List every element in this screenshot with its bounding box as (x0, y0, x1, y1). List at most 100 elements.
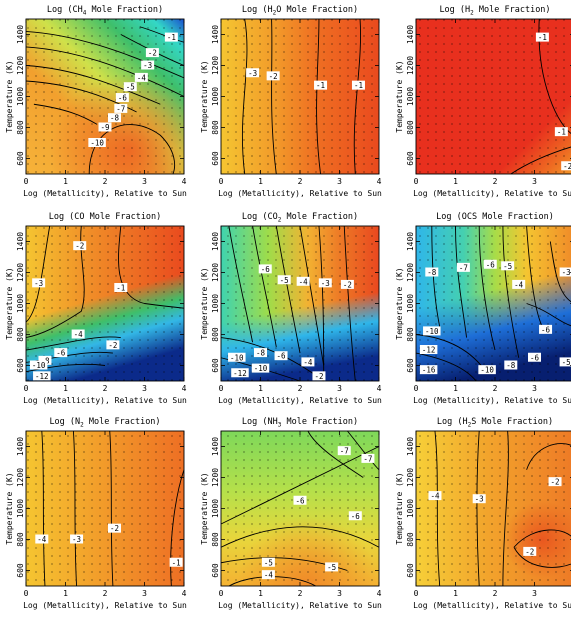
y-axis-label: Temperature (K) (395, 60, 404, 132)
panel-1: Log (CH4 Mole Fraction)-1-2-3-4-5-6-7-8-… (5, 5, 187, 198)
y-tick-label: 1200 (406, 263, 415, 282)
contour-line (242, 19, 247, 174)
contour-label: -8 (107, 113, 121, 123)
contour-label: -6 (115, 93, 129, 103)
contour-line (34, 104, 97, 124)
svg-text:-6: -6 (261, 265, 271, 274)
x-tick-label: 2 (103, 177, 108, 186)
y-tick-label: 1000 (16, 499, 25, 518)
contour-line (347, 431, 379, 470)
contour-label: -8 (504, 360, 518, 370)
contour-label: -4 (134, 72, 148, 82)
contour-line (456, 226, 467, 338)
contour-line (527, 304, 571, 327)
y-tick-label: 1400 (16, 232, 25, 251)
y-tick-label: 1000 (16, 294, 25, 313)
x-tick-label: 2 (298, 589, 303, 598)
svg-text:-2: -2 (551, 478, 560, 487)
contour-line (503, 431, 508, 586)
y-tick-label: 800 (16, 120, 25, 135)
y-tick-label: 1400 (16, 437, 25, 456)
contour-label: -4 (296, 276, 310, 286)
contour-label: -7 (456, 262, 470, 272)
contour-label: -2 (266, 71, 280, 81)
svg-text:-16: -16 (422, 366, 436, 375)
svg-text:-1: -1 (172, 558, 181, 567)
svg-text:-6: -6 (351, 512, 361, 521)
x-tick-label: 3 (142, 589, 147, 598)
contour-label: -10 (423, 326, 441, 336)
contour-line (140, 27, 184, 43)
contour-label: -2 (548, 477, 562, 487)
panel-title: Log (H2S Mole Fraction) (437, 417, 553, 429)
x-tick-label: 4 (377, 177, 382, 186)
svg-text:-4: -4 (264, 571, 274, 580)
contour-label: -2 (523, 546, 537, 556)
svg-text:-7: -7 (340, 447, 349, 456)
x-tick-label: 2 (103, 589, 108, 598)
contour-label: -4 (35, 534, 49, 544)
svg-text:-3: -3 (248, 69, 257, 78)
panel-title: Log (CO Mole Fraction) (49, 212, 162, 222)
contour-line (432, 226, 440, 327)
y-tick-label: 600 (16, 563, 25, 578)
contour-line (26, 47, 184, 97)
y-tick-label: 1200 (406, 56, 415, 75)
y-tick-label: 800 (406, 327, 415, 342)
contour-label: -10 (251, 363, 270, 373)
contour-line (317, 19, 321, 174)
svg-text:-8: -8 (110, 114, 120, 123)
svg-text:-6: -6 (295, 496, 305, 505)
contour-line (229, 226, 253, 342)
svg-text:-2: -2 (75, 242, 84, 251)
svg-text:-3: -3 (143, 61, 152, 70)
panel-7: Log (N2 Mole Fraction) -4 -3 -2 -1 0 1 2 3 4 600 80… (5, 417, 187, 610)
y-tick-label: 1200 (16, 56, 25, 75)
y-tick-label: 600 (406, 563, 415, 578)
svg-text:-4: -4 (37, 535, 47, 544)
y-tick-label: 1400 (406, 232, 415, 251)
y-tick-label: 600 (211, 358, 220, 373)
x-tick-label: 0 (414, 177, 419, 186)
x-tick-label: 2 (493, 589, 498, 598)
y-tick-label: 1000 (211, 294, 220, 313)
x-tick-label: 2 (298, 384, 303, 393)
panel-4: Log (CO Mole Fraction)-2-3-1-2-4-6-8-10-… (5, 212, 187, 405)
x-axis-label: Log (Metallicity), Relative to Sun (413, 396, 571, 405)
svg-text:-7: -7 (116, 104, 125, 113)
panel-title: Log (OCS Mole Fraction) (436, 212, 554, 222)
x-tick-label: 1 (453, 589, 458, 598)
contour-line (276, 226, 300, 353)
y-tick-label: 1000 (16, 87, 25, 106)
svg-text:-6: -6 (541, 325, 551, 334)
x-tick-label: 3 (142, 177, 147, 186)
svg-text:-5: -5 (126, 83, 135, 92)
dotted-contours (221, 431, 379, 586)
x-tick-label: 1 (258, 589, 263, 598)
dotted-contours (416, 226, 571, 381)
contour-label: -3 (559, 267, 571, 277)
svg-text:-2: -2 (269, 72, 278, 81)
contour-label: -4 (428, 491, 442, 501)
svg-text:-6: -6 (486, 260, 496, 269)
x-tick-label: 1 (63, 384, 68, 393)
svg-text:-2: -2 (110, 524, 119, 533)
contour-label: -5 (261, 557, 275, 567)
y-tick-label: 1400 (16, 25, 25, 44)
svg-text:-2: -2 (148, 49, 157, 58)
x-tick-label: 1 (63, 177, 68, 186)
x-tick-label: 4 (182, 177, 187, 186)
svg-text:-3: -3 (72, 535, 81, 544)
y-axis-label: Temperature (K) (5, 60, 14, 132)
contour-line (300, 226, 324, 366)
contour-line (42, 431, 45, 586)
y-tick-label: 600 (406, 358, 415, 373)
svg-text:-6: -6 (277, 352, 287, 361)
y-tick-label: 800 (406, 120, 415, 135)
panel-2: Log (H2O Mole Fraction) -3 -2 -1 -1 0 1 2 3 4 600 8… (200, 5, 382, 198)
contour-label: -10 (29, 360, 48, 370)
y-tick-label: 1400 (211, 25, 220, 44)
svg-text:-1: -1 (316, 81, 325, 90)
x-tick-label: 0 (219, 589, 224, 598)
